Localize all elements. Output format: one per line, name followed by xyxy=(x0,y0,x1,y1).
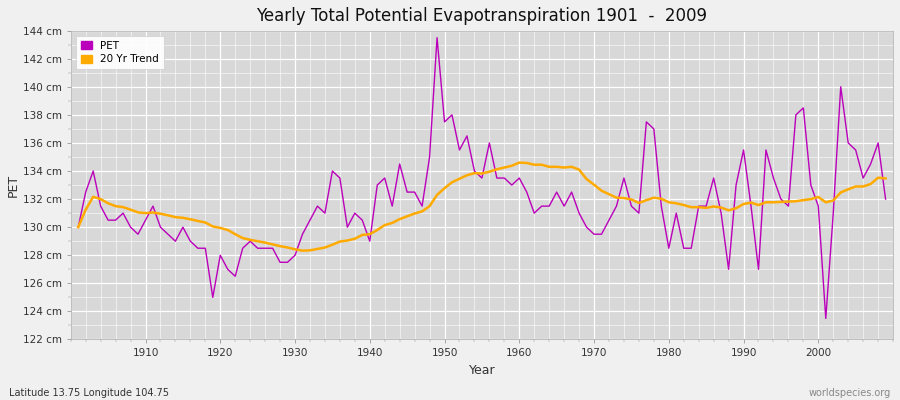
Text: Latitude 13.75 Longitude 104.75: Latitude 13.75 Longitude 104.75 xyxy=(9,388,169,398)
Y-axis label: PET: PET xyxy=(7,174,20,197)
Legend: PET, 20 Yr Trend: PET, 20 Yr Trend xyxy=(76,36,164,70)
Text: worldspecies.org: worldspecies.org xyxy=(809,388,891,398)
Title: Yearly Total Potential Evapotranspiration 1901  -  2009: Yearly Total Potential Evapotranspiratio… xyxy=(256,7,707,25)
X-axis label: Year: Year xyxy=(469,364,495,377)
